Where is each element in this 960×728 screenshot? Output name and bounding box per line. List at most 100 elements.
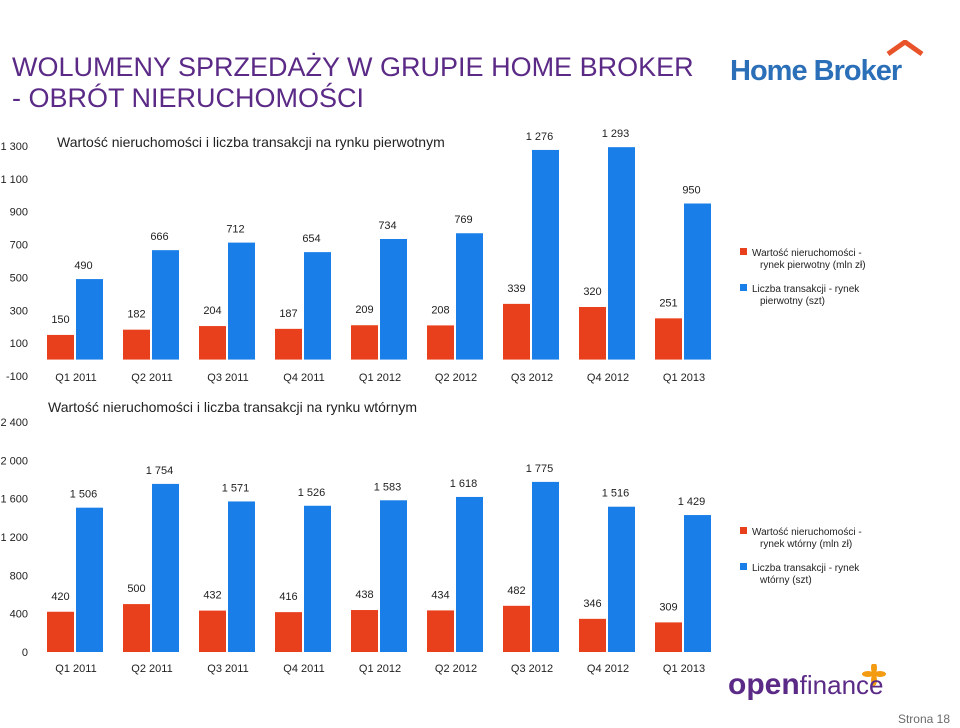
bar-value bbox=[47, 334, 74, 360]
bar-value bbox=[655, 622, 682, 652]
bar-value bbox=[199, 326, 226, 360]
data-label: 187 bbox=[279, 308, 297, 320]
flower-icon bbox=[862, 664, 886, 686]
bar-transactions bbox=[532, 481, 559, 652]
page-title-line-1: WOLUMENY SPRZEDAŻY W GRUPIE HOME BROKER bbox=[12, 52, 694, 82]
bar-transactions bbox=[380, 500, 407, 652]
x-tick-label: Q1 2013 bbox=[663, 663, 705, 675]
data-label: 204 bbox=[203, 305, 221, 317]
bar-transactions bbox=[228, 242, 255, 360]
data-label: 438 bbox=[355, 589, 373, 601]
page-number: Strona 18 bbox=[897, 712, 950, 726]
data-label: 1 571 bbox=[222, 482, 250, 494]
x-tick-label: Q3 2012 bbox=[511, 663, 553, 675]
y-tick-label: 1 200 bbox=[0, 532, 28, 544]
bar-value bbox=[579, 618, 606, 652]
chart-title: Wartość nieruchomości i liczba transakcj… bbox=[48, 399, 417, 415]
data-label: 432 bbox=[203, 590, 221, 602]
x-tick-label: Q3 2011 bbox=[207, 663, 248, 675]
bar-transactions bbox=[608, 506, 635, 652]
data-label: 434 bbox=[431, 589, 449, 601]
bar-value bbox=[427, 325, 454, 360]
bar-value bbox=[655, 318, 682, 360]
data-label: 420 bbox=[51, 591, 69, 603]
bar-transactions bbox=[76, 507, 103, 652]
legend-entry: Liczba transakcji - rynek pierwotny (szt) bbox=[752, 284, 860, 307]
data-label: 500 bbox=[127, 583, 145, 595]
data-label: 416 bbox=[279, 591, 297, 603]
data-label: 1 429 bbox=[678, 496, 706, 508]
x-tick-label: Q2 2012 bbox=[435, 372, 477, 384]
data-label: 150 bbox=[51, 314, 69, 326]
bar-transactions bbox=[684, 515, 711, 652]
chart-2-group: Wartość nieruchomości i liczba transakcj… bbox=[0, 399, 861, 675]
page-title: WOLUMENY SPRZEDAŻY W GRUPIE HOME BROKER … bbox=[12, 52, 712, 114]
x-tick-label: Q2 2011 bbox=[131, 663, 172, 675]
y-tick-label: 0 bbox=[22, 647, 28, 659]
data-label: 1 516 bbox=[602, 488, 630, 500]
data-label: 1 754 bbox=[146, 465, 174, 477]
x-tick-label: Q1 2011 bbox=[55, 372, 96, 384]
data-label: 666 bbox=[150, 231, 168, 243]
data-label: 769 bbox=[454, 214, 472, 226]
legend-swatch bbox=[740, 248, 747, 255]
data-label: 208 bbox=[431, 304, 449, 316]
legend-entry: Wartość nieruchomości -rynek pierwotny (… bbox=[752, 248, 866, 271]
bar-transactions bbox=[152, 250, 179, 360]
data-label: 950 bbox=[682, 185, 700, 197]
bar-transactions bbox=[380, 238, 407, 360]
x-tick-label: Q1 2011 bbox=[55, 663, 96, 675]
data-label: 1 506 bbox=[70, 489, 98, 501]
data-label: 1 276 bbox=[526, 131, 554, 143]
bar-value bbox=[427, 610, 454, 652]
x-tick-label: Q4 2011 bbox=[283, 663, 324, 675]
bar-transactions bbox=[228, 501, 255, 652]
bar-transactions bbox=[152, 483, 179, 652]
home-broker-logo: Home Broker bbox=[730, 40, 924, 87]
data-label: 209 bbox=[355, 304, 373, 316]
bar-value bbox=[503, 303, 530, 360]
legend-entry: Liczba transakcji - rynek wtórny (szt) bbox=[752, 563, 860, 586]
data-label: 320 bbox=[583, 286, 601, 298]
y-tick-label: 500 bbox=[10, 272, 28, 284]
y-tick-label: 100 bbox=[10, 338, 28, 350]
x-tick-label: Q4 2012 bbox=[587, 663, 629, 675]
bar-transactions bbox=[304, 252, 331, 360]
y-tick-label: 300 bbox=[10, 305, 28, 317]
data-label: 251 bbox=[659, 297, 677, 309]
bar-value bbox=[123, 604, 150, 652]
secondary-market-chart: Wartość nieruchomości i liczba transakcj… bbox=[0, 399, 861, 675]
page-title-line-2: - OBRÓT NIERUCHOMOŚCI bbox=[12, 83, 365, 113]
x-tick-label: Q2 2012 bbox=[435, 663, 477, 675]
bar-value bbox=[579, 307, 606, 360]
data-label: 1 583 bbox=[374, 481, 402, 493]
y-tick-label: 1 100 bbox=[0, 174, 28, 186]
data-label: 1 293 bbox=[602, 128, 630, 140]
data-label: 734 bbox=[378, 220, 396, 232]
y-tick-label: 800 bbox=[10, 570, 28, 582]
x-tick-label: Q3 2012 bbox=[511, 372, 553, 384]
y-tick-label: 1 600 bbox=[0, 494, 28, 506]
legend-swatch bbox=[740, 527, 747, 534]
data-label: 182 bbox=[127, 309, 145, 321]
data-label: 654 bbox=[302, 233, 320, 245]
bar-transactions bbox=[456, 233, 483, 360]
data-label: 1 618 bbox=[450, 478, 478, 490]
legend-swatch bbox=[740, 284, 747, 291]
chart-1-group: Wartość nieruchomości i liczba transakcj… bbox=[0, 128, 865, 384]
open-finance-logo-open: open bbox=[728, 668, 800, 701]
x-tick-label: Q2 2011 bbox=[131, 372, 172, 384]
primary-market-chart: Wartość nieruchomości i liczba transakcj… bbox=[0, 128, 865, 384]
bar-value bbox=[47, 611, 74, 652]
x-tick-label: Q4 2012 bbox=[587, 372, 629, 384]
data-label: 339 bbox=[507, 283, 525, 295]
y-tick-label: 1 300 bbox=[0, 141, 28, 153]
y-tick-label: 900 bbox=[10, 207, 28, 219]
bar-value bbox=[351, 325, 378, 360]
bar-value bbox=[123, 329, 150, 360]
y-tick-label: 700 bbox=[10, 240, 28, 252]
bar-transactions bbox=[456, 496, 483, 652]
bar-transactions bbox=[76, 279, 103, 360]
data-label: 1 775 bbox=[526, 463, 554, 475]
bar-value bbox=[275, 328, 302, 360]
